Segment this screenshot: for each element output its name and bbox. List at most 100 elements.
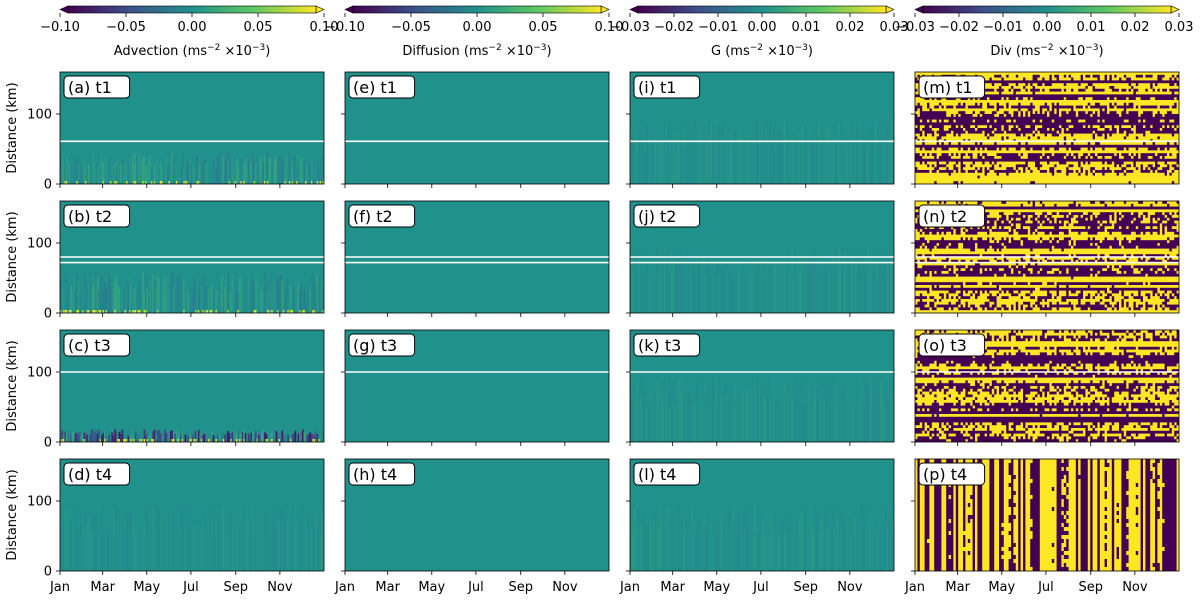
heatmap-cell <box>1087 128 1091 132</box>
heatmap-strip <box>269 158 272 184</box>
heatmap-cell <box>915 142 918 146</box>
heatmap-strip <box>262 163 265 184</box>
heatmap-cell <box>927 133 930 137</box>
heatmap-cell <box>1003 100 1007 104</box>
heatmap-cell <box>1037 147 1041 151</box>
heatmap-cell <box>1169 161 1173 165</box>
heatmap-cell <box>1114 88 1117 92</box>
heatmap-cell <box>1044 153 1048 157</box>
heatmap-cell <box>1078 105 1081 109</box>
heatmap-cell <box>972 119 976 123</box>
heatmap-cell <box>1023 88 1026 92</box>
heatmap-cell <box>1030 175 1033 179</box>
heatmap-cell <box>931 122 935 126</box>
heatmap-cell <box>919 122 923 126</box>
heatmap-cell <box>1054 86 1057 90</box>
heatmap-cell <box>970 133 973 137</box>
heatmap-cell <box>1092 172 1096 176</box>
heatmap-cell <box>1063 125 1067 129</box>
heatmap-cell <box>941 170 945 174</box>
heatmap-strip <box>73 161 75 184</box>
heatmap-cell <box>958 147 961 151</box>
heatmap-cell <box>1085 102 1089 106</box>
heatmap-cell <box>1090 94 1093 98</box>
heatmap-cell <box>1109 136 1113 140</box>
heatmap-cell <box>1008 128 1012 132</box>
heatmap-cell <box>1030 116 1033 120</box>
heatmap-cell <box>946 133 949 137</box>
colorbar-extend-max <box>600 5 610 14</box>
heatmap-cell <box>1011 74 1014 78</box>
heatmap-cell <box>1085 105 1089 109</box>
heatmap-cell <box>1145 147 1149 151</box>
heatmap-cell <box>1018 175 1021 179</box>
heatmap-cell <box>1008 80 1012 84</box>
heatmap-cell <box>963 108 966 112</box>
heatmap-cell <box>924 147 928 151</box>
heatmap-cell <box>963 119 966 123</box>
heatmap-strip <box>300 156 303 184</box>
heatmap-cell <box>1092 91 1096 95</box>
heatmap-cell <box>1025 72 1029 76</box>
heatmap-cell <box>934 108 937 112</box>
heatmap-cell <box>1001 147 1005 151</box>
heatmap-cell <box>996 144 1000 148</box>
heatmap-cell <box>929 136 933 140</box>
heatmap-strip <box>822 124 824 184</box>
heatmap-strip <box>316 160 319 184</box>
heatmap-cell <box>1035 175 1038 179</box>
heatmap-cell <box>1152 147 1156 151</box>
heatmap-cell <box>955 158 959 162</box>
heatmap-cell <box>1119 80 1122 84</box>
heatmap-cell <box>972 114 976 118</box>
heatmap-cell <box>1015 164 1019 168</box>
heatmap-strip <box>61 165 64 184</box>
heatmap-cell <box>1123 172 1127 176</box>
heatmap-cell <box>1066 91 1069 95</box>
heatmap-cell <box>1159 74 1163 78</box>
heatmap-cell <box>958 170 961 174</box>
heatmap-cell <box>1027 153 1031 157</box>
heatmap-cell <box>1119 144 1122 148</box>
heatmap-cell <box>1083 156 1086 160</box>
heatmap-cell <box>1095 94 1098 98</box>
heatmap-cell <box>1032 100 1036 104</box>
heatmap-strip <box>277 157 279 184</box>
heatmap-cell <box>1099 77 1103 81</box>
heatmap-cell <box>999 136 1002 140</box>
heatmap-cell <box>1095 114 1098 118</box>
heatmap-cell <box>1135 77 1139 81</box>
heatmap-cell <box>941 72 945 76</box>
heatmap-cell <box>1090 156 1093 160</box>
heatmap-cell <box>1006 142 1009 146</box>
heatmap-cell <box>1039 108 1043 112</box>
heatmap-cell <box>915 83 918 87</box>
heatmap-strip <box>656 145 659 184</box>
heatmap-cell <box>1167 74 1170 78</box>
heatmap-cell <box>1092 119 1096 123</box>
heatmap-cell <box>1150 130 1153 134</box>
heatmap-cell <box>1169 144 1173 148</box>
heatmap-cell <box>987 94 990 98</box>
heatmap-cell <box>1111 88 1115 92</box>
heatmap-cell <box>953 105 957 109</box>
heatmap-cell <box>1061 170 1065 174</box>
heatmap-strip <box>62 156 65 184</box>
heatmap-cell <box>1066 108 1069 112</box>
heatmap-cell <box>1003 130 1007 134</box>
heatmap-cell <box>1030 128 1033 132</box>
heatmap-cell <box>1116 142 1120 146</box>
heatmap-cell <box>1013 142 1017 146</box>
heatmap-cell <box>1061 83 1065 87</box>
heatmap-cell <box>979 153 983 157</box>
heatmap-cell <box>994 86 997 90</box>
heatmap-cell <box>1068 172 1072 176</box>
colorbar-tick-label: 0.00 <box>748 20 777 35</box>
heatmap-cell <box>991 153 995 157</box>
heatmap-cell <box>1059 133 1062 137</box>
heatmap-cell <box>1075 74 1079 78</box>
heatmap-strip <box>193 167 196 184</box>
heatmap-cell <box>1174 116 1177 120</box>
heatmap-cell <box>977 114 981 118</box>
heatmap-cell <box>953 133 957 137</box>
